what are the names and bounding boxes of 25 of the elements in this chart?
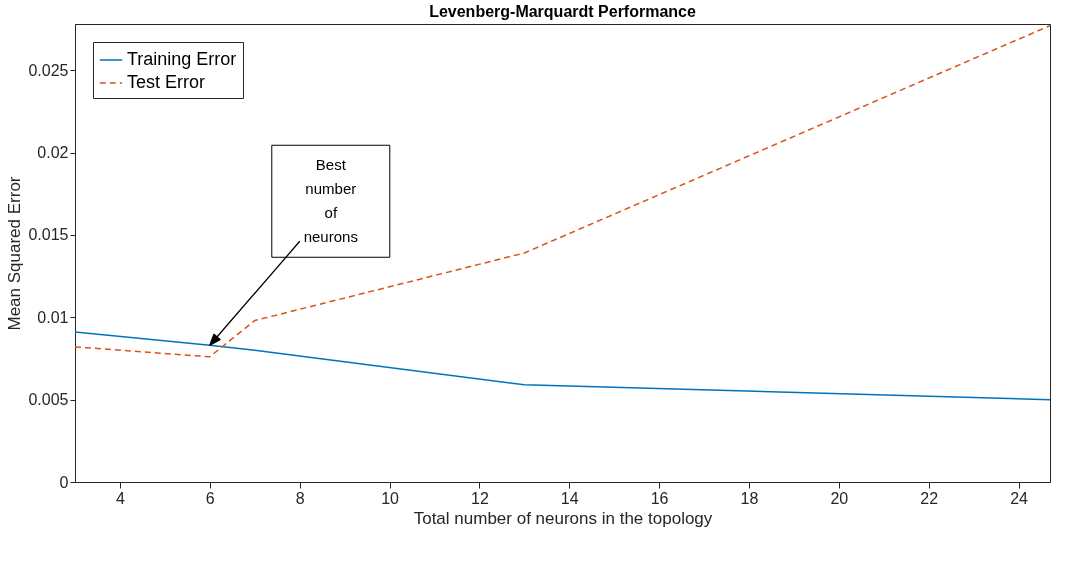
line-series [75, 331, 1050, 401]
x-tick-label: 24 [1010, 489, 1029, 507]
legend-label: Test Error [127, 72, 206, 92]
y-axis-title: Mean Squared Error [5, 176, 25, 331]
x-tick-label: 4 [115, 489, 125, 507]
y-tick-label: 0 [59, 473, 69, 491]
x-tick-label: 22 [920, 489, 939, 507]
line-series [75, 24, 1050, 358]
x-tick-label: 8 [295, 489, 305, 507]
annotation: Best number of neurons [303, 156, 358, 246]
y-tick-label: 0.005 [28, 391, 69, 409]
y-tick-label: 0.015 [28, 226, 69, 244]
x-tick-label: 6 [205, 489, 215, 507]
x-tick-label: 12 [470, 489, 489, 507]
x-tick-label: 16 [650, 489, 669, 507]
x-tick-label: 18 [740, 489, 759, 507]
y-tick-label: 0.02 [37, 144, 69, 161]
x-tick-label: 20 [830, 489, 849, 507]
y-tick-label: 0.01 [37, 308, 69, 326]
y-tick-label: 0.025 [28, 61, 69, 79]
x-tick-label: 14 [560, 489, 579, 507]
chart-title: Levenberg-Marquardt Performance [429, 3, 696, 20]
legend-label: Training Error [127, 49, 237, 69]
x-tick-label: 10 [381, 489, 400, 507]
x-axis-title: Total number of neurons in the topology [413, 508, 713, 528]
